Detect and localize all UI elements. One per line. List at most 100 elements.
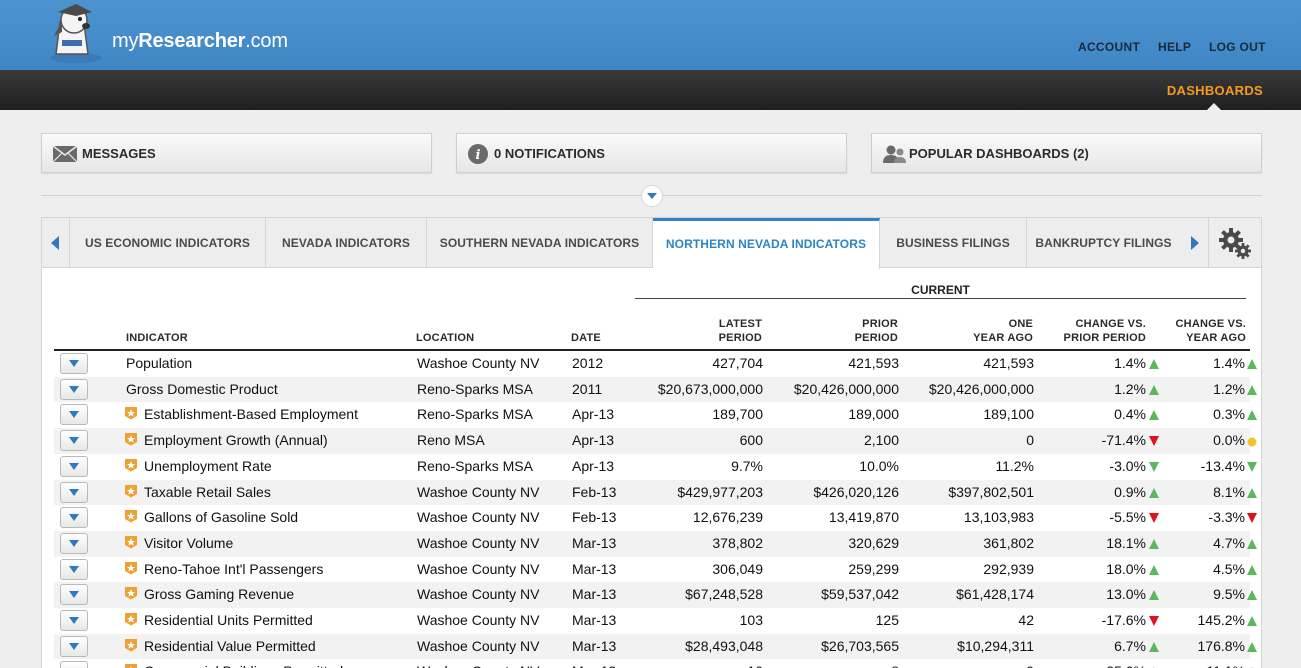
expand-row-button[interactable] bbox=[60, 661, 88, 668]
expand-row-button[interactable] bbox=[60, 635, 88, 657]
change-vs-year-cell: 1.4% bbox=[1213, 355, 1245, 371]
change-vs-year-cell: -13.4% bbox=[1200, 457, 1245, 474]
expand-row-button[interactable] bbox=[60, 404, 88, 426]
change-vs-prior-cell: 1.4% bbox=[1114, 355, 1146, 371]
tab-business-filings[interactable]: BUSINESS FILINGS bbox=[880, 218, 1027, 268]
top-header: myResearcher.com ACCOUNT HELP LOG OUT bbox=[0, 0, 1301, 70]
trend-up-icon bbox=[1149, 641, 1159, 652]
arrow-left-icon bbox=[51, 236, 59, 250]
one-year-ago-cell: 42 bbox=[1018, 612, 1034, 628]
indicator-name[interactable]: Reno-Tahoe Int'l Passengers bbox=[144, 560, 324, 577]
expand-row-button[interactable] bbox=[60, 481, 88, 503]
change-vs-prior-cell: 18.1% bbox=[1106, 534, 1146, 551]
latest-period-cell: $67,248,528 bbox=[685, 586, 763, 603]
indicator-name[interactable]: Unemployment Rate bbox=[144, 457, 272, 474]
expand-row-button[interactable] bbox=[60, 584, 88, 606]
expand-row-button[interactable] bbox=[60, 558, 88, 580]
expand-row-button[interactable] bbox=[60, 378, 88, 400]
settings-button[interactable] bbox=[1208, 218, 1261, 268]
tab-northern-nevada-indicators[interactable]: NORTHERN NEVADA INDICATORS bbox=[653, 218, 880, 269]
indicator-name[interactable]: Population bbox=[126, 355, 193, 371]
indicator-name[interactable]: Residential Value Permitted bbox=[144, 637, 316, 654]
tab-nevada-indicators[interactable]: NEVADA INDICATORS bbox=[266, 218, 427, 268]
trend-down-icon bbox=[1149, 616, 1159, 626]
trend-up-icon bbox=[1247, 564, 1257, 575]
star-badge-icon bbox=[125, 613, 137, 626]
one-year-ago-cell: 421,593 bbox=[983, 355, 1034, 371]
indicator-name[interactable]: Gallons of Gasoline Sold bbox=[144, 509, 299, 526]
main-nav-bar: DASHBOARDS bbox=[0, 70, 1301, 110]
indicator-name[interactable]: Gross Gaming Revenue bbox=[144, 586, 295, 603]
trend-up-icon bbox=[1247, 487, 1257, 498]
one-year-ago-cell: 11.2% bbox=[995, 457, 1034, 474]
logo-text[interactable]: myResearcher.com bbox=[112, 30, 288, 52]
trend-up-icon bbox=[1247, 641, 1257, 652]
messages-button[interactable]: MESSAGES bbox=[41, 133, 432, 173]
indicator-name[interactable]: Commercial Buildings Permitted bbox=[144, 663, 343, 668]
expand-row-button[interactable] bbox=[60, 430, 88, 452]
latest-period-cell: 10 bbox=[747, 663, 763, 668]
change-vs-prior-cell: -71.4% bbox=[1101, 432, 1146, 449]
indicator-name[interactable]: Residential Units Permitted bbox=[144, 612, 313, 628]
one-year-ago-cell: $10,294,311 bbox=[957, 637, 1034, 654]
trend-up-icon bbox=[1149, 359, 1159, 369]
change-vs-prior-cell: 25.0% bbox=[1106, 663, 1146, 668]
indicator-name[interactable]: Visitor Volume bbox=[144, 534, 234, 551]
expand-row-button[interactable] bbox=[60, 455, 88, 477]
change-vs-prior-cell: 0.4% bbox=[1114, 406, 1146, 423]
current-group-line bbox=[635, 298, 1246, 299]
table-row: Residential Units Permitted Washoe County… bbox=[54, 608, 1257, 634]
location-cell: Washoe County NV bbox=[417, 637, 540, 654]
prior-period-cell: 421,593 bbox=[848, 355, 899, 371]
indicator-name[interactable]: Gross Domestic Product bbox=[126, 380, 278, 397]
tab-southern-nevada-indicators[interactable]: SOUTHERN NEVADA INDICATORS bbox=[427, 218, 653, 268]
notifications-button[interactable]: i 0 NOTIFICATIONS bbox=[456, 133, 847, 173]
change-vs-prior-cell: 1.2% bbox=[1114, 380, 1146, 397]
expand-row-button[interactable] bbox=[60, 532, 88, 554]
chevron-down-icon bbox=[647, 193, 657, 199]
envelope-icon bbox=[52, 145, 78, 163]
location-cell: Washoe County NV bbox=[417, 483, 540, 500]
star-badge-icon bbox=[125, 484, 137, 497]
change-vs-year-cell: 176.8% bbox=[1197, 637, 1245, 654]
indicator-name[interactable]: Employment Growth (Annual) bbox=[144, 432, 328, 449]
help-link[interactable]: HELP bbox=[1158, 40, 1192, 54]
account-link[interactable]: ACCOUNT bbox=[1078, 40, 1141, 54]
prior-period-cell: 13,419,870 bbox=[828, 509, 899, 526]
location-cell: Washoe County NV bbox=[417, 534, 540, 551]
expand-row-button[interactable] bbox=[60, 507, 88, 529]
arrow-right-icon bbox=[1191, 236, 1199, 250]
dashboard-panel: US ECONOMIC INDICATORS NEVADA INDICATORS… bbox=[41, 217, 1262, 668]
active-nav-pointer bbox=[1207, 103, 1221, 110]
expand-row-button[interactable] bbox=[60, 610, 88, 631]
tab-scroll-left-button[interactable] bbox=[42, 218, 70, 268]
latest-period-cell: 306,049 bbox=[712, 560, 763, 577]
change-vs-prior-cell: -3.0% bbox=[1109, 457, 1146, 474]
date-cell: Apr-13 bbox=[572, 432, 615, 449]
dashboards-link[interactable]: DASHBOARDS bbox=[1166, 83, 1263, 98]
location-cell: Reno-Sparks MSA bbox=[417, 457, 533, 474]
trend-up-icon bbox=[1149, 487, 1159, 498]
change-vs-prior-cell: 6.7% bbox=[1114, 637, 1146, 654]
prior-period-cell: $426,020,126 bbox=[813, 483, 899, 500]
table-row: Commercial Buildings Permitted Washoe Cou… bbox=[54, 659, 1253, 668]
change-vs-year-cell: -3.3% bbox=[1208, 509, 1245, 526]
tab-us-economic-indicators[interactable]: US ECONOMIC INDICATORS bbox=[70, 218, 266, 268]
latest-period-cell: 189,700 bbox=[712, 406, 763, 423]
date-cell: Mar-13 bbox=[572, 612, 617, 628]
star-badge-icon bbox=[125, 638, 137, 652]
one-year-ago-cell: 361,802 bbox=[983, 534, 1034, 551]
logout-link[interactable]: LOG OUT bbox=[1209, 40, 1266, 54]
header-location: LOCATION bbox=[416, 332, 475, 344]
location-cell: Reno-Sparks MSA bbox=[417, 406, 533, 423]
expand-row-button[interactable] bbox=[60, 353, 88, 374]
tab-bankruptcy-filings[interactable]: BANKRUPTCY FILINGS bbox=[1035, 236, 1172, 250]
indicator-name[interactable]: Establishment-Based Employment bbox=[144, 406, 358, 423]
star-badge-icon bbox=[125, 458, 137, 472]
collapse-toggle-button[interactable] bbox=[641, 185, 663, 207]
one-year-ago-cell: 189,100 bbox=[983, 406, 1034, 423]
header-rule bbox=[54, 349, 1250, 351]
popular-dashboards-button[interactable]: POPULAR DASHBOARDS (2) bbox=[871, 133, 1262, 173]
tab-scroll-right-button[interactable] bbox=[1180, 218, 1208, 268]
indicator-name[interactable]: Taxable Retail Sales bbox=[144, 483, 271, 500]
